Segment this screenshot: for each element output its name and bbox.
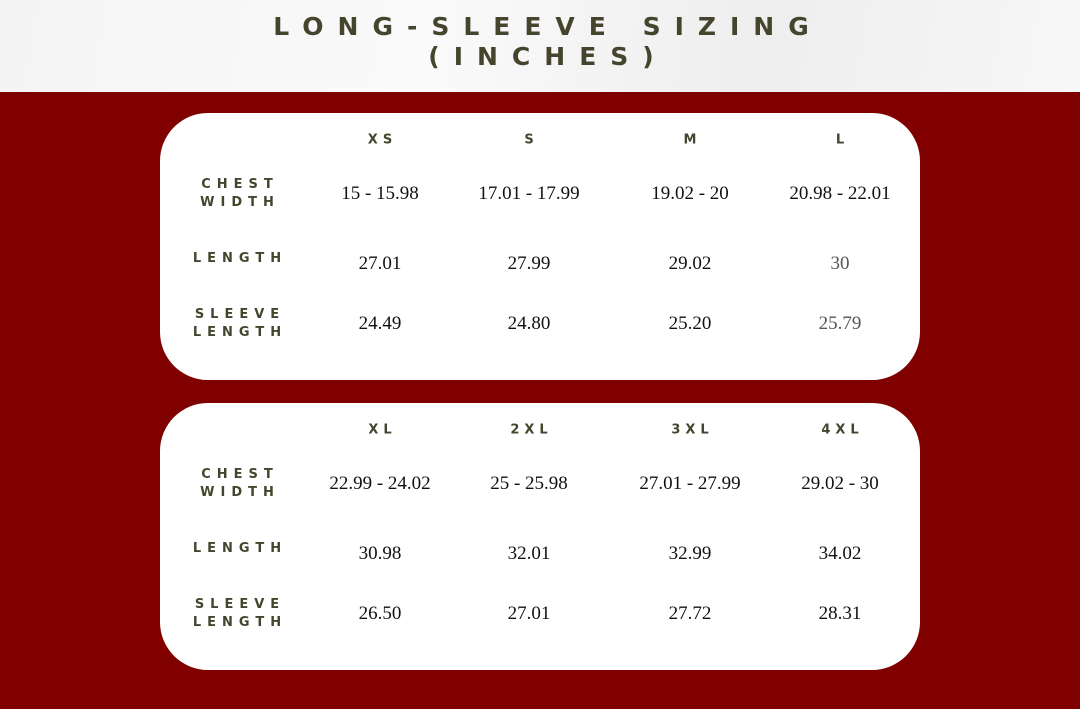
cell-sleeve-length: 28.31 [818,603,862,624]
cell-sleeve-length: 26.50 [358,603,402,624]
cell-length: 32.99 [668,543,712,564]
size-header: 3XL [671,422,714,438]
row-label-chest-width: CHEST WIDTH [194,466,280,502]
cell-sleeve-length: 25.79 [818,313,862,334]
page-title: LONG-SLEEVE SIZING [273,12,823,41]
label-line: CHEST [201,467,279,482]
label-line: WIDTH [200,195,280,210]
row-label-length: LENGTH [192,251,288,266]
cell-chest-width: 29.02 - 30 [801,473,879,494]
cell-chest-width: 27.01 - 27.99 [639,473,741,494]
label-line: LENGTH [192,615,288,630]
size-header: 4XL [821,422,864,438]
row-label-sleeve-length: SLEEVE LENGTH [187,306,287,342]
size-header: S [524,132,539,148]
cell-chest-width: 15 - 15.98 [341,183,419,204]
page-subtitle: (INCHES) [428,42,668,71]
row-label-chest-width: CHEST WIDTH [194,176,280,212]
cell-length: 30 [830,253,850,274]
label-line: SLEEVE [194,307,286,322]
cell-length: 32.01 [507,543,551,564]
marble-header-background [0,0,1080,92]
cell-length: 34.02 [818,543,862,564]
size-header: XS [367,132,398,148]
label-line: WIDTH [200,485,280,500]
row-label-sleeve-length: SLEEVE LENGTH [187,596,287,632]
size-header: M [683,132,702,148]
cell-sleeve-length: 24.80 [507,313,551,334]
size-header: L [835,132,850,148]
row-label-length: LENGTH [192,541,288,556]
cell-chest-width: 22.99 - 24.02 [329,473,431,494]
cell-sleeve-length: 27.01 [507,603,551,624]
label-line: LENGTH [192,325,288,340]
cell-length: 29.02 [668,253,712,274]
cell-chest-width: 19.02 - 20 [651,183,729,204]
cell-chest-width: 20.98 - 22.01 [789,183,891,204]
size-table-2: XL 2XL 3XL 4XL CHEST WIDTH LENGTH SLEEVE LENGTH 2… [160,403,920,670]
cell-sleeve-length: 25.20 [668,313,712,334]
size-header: 2XL [510,422,553,438]
label-line: SLEEVE [194,597,286,612]
size-header: XL [368,422,397,438]
cell-length: 27.01 [358,253,402,274]
size-table-1: XS S M L CHEST WIDTH LENGTH SLEEVE LENGTH 15 - 15… [160,113,920,380]
cell-sleeve-length: 24.49 [358,313,402,334]
label-line: CHEST [201,177,279,192]
cell-chest-width: 25 - 25.98 [490,473,568,494]
cell-sleeve-length: 27.72 [668,603,712,624]
cell-length: 27.99 [507,253,551,274]
cell-length: 30.98 [358,543,402,564]
cell-chest-width: 17.01 - 17.99 [478,183,580,204]
